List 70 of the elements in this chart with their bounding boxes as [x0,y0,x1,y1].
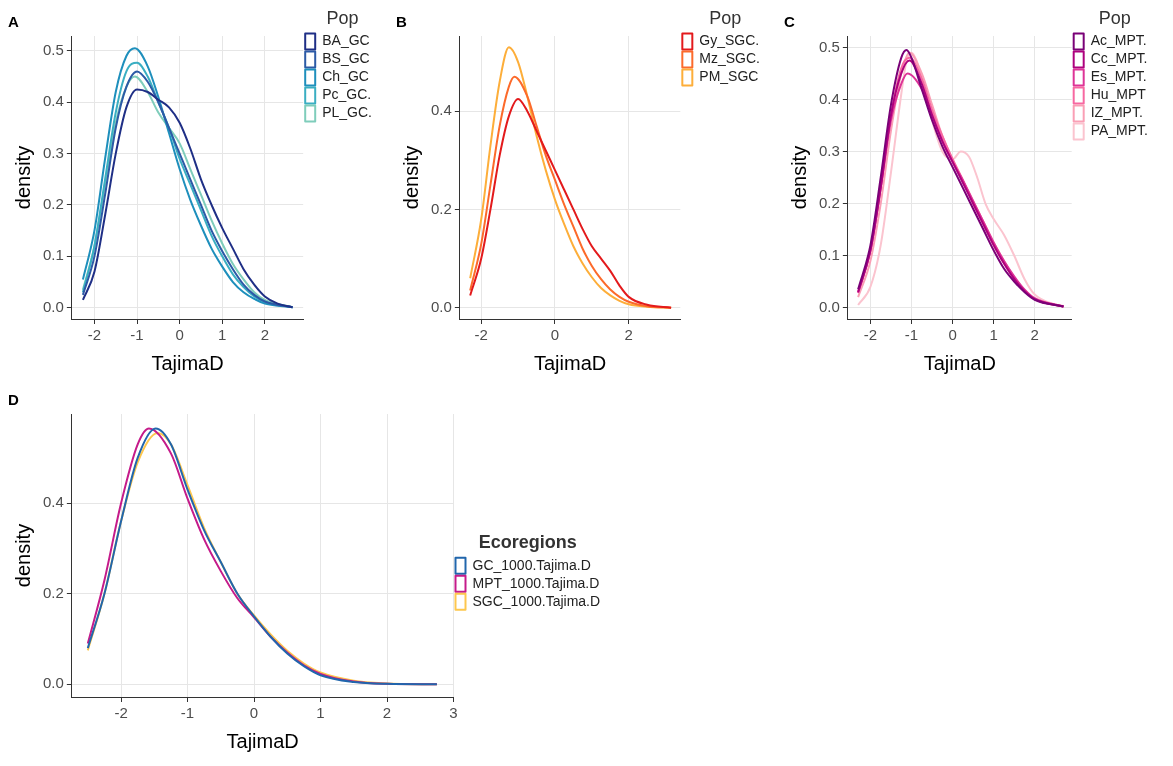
legend-title: Ecoregions [478,532,577,553]
legend-label: BA_GC [322,32,370,49]
legend-label: GC_1000.Tajima.D [472,556,591,573]
x-tick-label: 3 [449,704,458,722]
y-axis-title: density [11,145,34,210]
legend-label: Mz_SGC. [699,50,761,67]
legend-title: Pop [326,7,359,28]
x-tick-label: 0 [249,704,259,722]
y-tick-label: 0.4 [42,92,64,110]
legend-label: BS_GC [322,50,370,67]
x-axis-title: TajimaD [923,351,996,374]
y-tick-label: 0.2 [430,199,452,217]
legend-label: Pc_GC. [322,86,372,103]
legend-label: SGC_1000.Tajima.D [472,592,601,609]
x-tick-label: -2 [87,326,102,344]
x-tick-label: 1 [989,326,998,344]
x-tick-label: 2 [260,326,270,344]
y-tick-label: 0.2 [42,195,64,213]
y-tick-label: 0.4 [430,101,452,119]
x-tick-label: 1 [316,704,325,722]
x-tick-label: -1 [130,326,144,344]
x-axis-title: TajimaD [226,729,299,752]
y-tick-label: 0.4 [42,493,64,511]
y-tick-label: 0.5 [818,37,840,55]
y-tick-label: 0.1 [818,245,840,263]
x-tick-label: 0 [550,326,560,344]
y-tick-label: 0.3 [818,141,840,159]
y-axis-title: density [399,145,422,210]
y-tick-label: 0.1 [42,246,64,264]
legend-label: IZ_MPT. [1090,104,1143,121]
legend-label: Es_MPT. [1090,68,1147,85]
legend-label: Ac_MPT. [1090,32,1147,49]
legend-label: PL_GC. [322,104,373,121]
legend-label: PA_MPT. [1090,122,1148,139]
x-tick-label: 0 [948,326,957,344]
x-axis-title: TajimaD [533,351,607,374]
y-axis-title: density [11,523,34,588]
x-tick-label: 2 [624,326,633,344]
legend-label: Ch_GC [322,68,369,85]
legend-label: PM_SGC [699,68,759,85]
y-tick-label: 0.3 [42,143,64,161]
chart-title: D [8,391,19,409]
y-tick-label: 0.4 [818,89,840,107]
y-tick-label: 0.0 [430,297,452,315]
legend-label: Gy_SGC. [699,32,760,49]
chart-title: A [8,13,19,31]
x-tick-label: -2 [114,704,128,722]
x-tick-label: 0 [175,326,184,344]
x-tick-label: -2 [474,326,488,344]
y-tick-label: 0.2 [42,583,64,601]
legend-label: Hu_MPT [1090,86,1147,103]
legend-label: MPT_1000.Tajima.D [472,574,600,591]
x-tick-label: 2 [382,704,392,722]
y-axis-title: density [787,145,810,210]
x-tick-label: -2 [863,326,878,344]
chart-title: B [396,13,407,31]
x-tick-label: 2 [1030,326,1039,344]
x-tick-label: -1 [180,704,195,722]
y-tick-label: 0.0 [42,297,64,315]
y-tick-label: 0.5 [42,41,64,59]
y-tick-label: 0.0 [818,297,840,315]
legend-title: Pop [709,7,742,28]
x-tick-label: 1 [218,326,227,344]
y-tick-label: 0.0 [42,674,64,692]
y-tick-label: 0.2 [818,193,840,211]
chart-title: C [784,13,795,31]
legend-label: Cc_MPT. [1090,50,1148,67]
legend-title: Pop [1098,7,1131,28]
x-axis-title: TajimaD [151,351,224,374]
x-tick-label: -1 [904,326,919,344]
